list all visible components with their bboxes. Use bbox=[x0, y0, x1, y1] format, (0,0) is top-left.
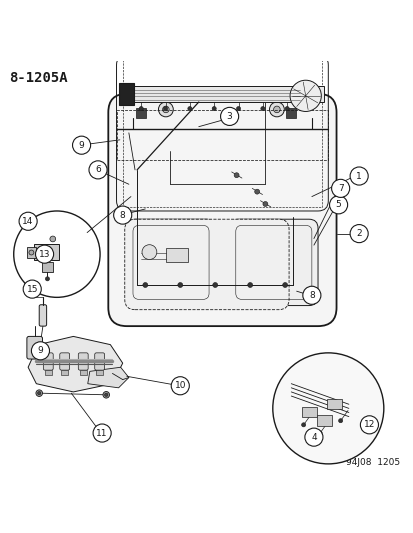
Bar bbox=[316, 415, 331, 426]
Text: 9: 9 bbox=[38, 346, 43, 356]
Circle shape bbox=[254, 189, 259, 194]
Text: 11: 11 bbox=[96, 429, 108, 438]
Circle shape bbox=[304, 428, 322, 446]
Circle shape bbox=[349, 224, 367, 243]
Circle shape bbox=[220, 107, 238, 125]
Text: 15: 15 bbox=[26, 285, 38, 294]
Circle shape bbox=[103, 392, 109, 398]
Bar bbox=[136, 108, 146, 118]
Circle shape bbox=[36, 390, 43, 397]
Circle shape bbox=[262, 201, 267, 206]
FancyBboxPatch shape bbox=[95, 353, 104, 370]
Circle shape bbox=[247, 282, 252, 287]
Bar bbox=[96, 370, 103, 375]
Polygon shape bbox=[88, 367, 128, 388]
FancyBboxPatch shape bbox=[124, 219, 288, 310]
Text: 8: 8 bbox=[308, 291, 314, 300]
Text: 10: 10 bbox=[174, 381, 185, 390]
FancyBboxPatch shape bbox=[229, 219, 317, 305]
Circle shape bbox=[171, 377, 189, 395]
Circle shape bbox=[36, 245, 54, 263]
Bar bbox=[27, 247, 36, 259]
Circle shape bbox=[31, 342, 50, 360]
Bar bbox=[286, 108, 296, 118]
Bar bbox=[326, 399, 341, 409]
Circle shape bbox=[317, 431, 321, 435]
Circle shape bbox=[139, 107, 143, 111]
Circle shape bbox=[338, 418, 342, 423]
FancyBboxPatch shape bbox=[108, 94, 336, 326]
Circle shape bbox=[72, 136, 90, 154]
Circle shape bbox=[272, 353, 383, 464]
Circle shape bbox=[45, 277, 50, 281]
Bar bbox=[80, 370, 86, 375]
Text: 94J08  1205: 94J08 1205 bbox=[345, 458, 399, 467]
Circle shape bbox=[38, 392, 41, 395]
Circle shape bbox=[212, 282, 217, 287]
Text: 4: 4 bbox=[310, 433, 316, 442]
Circle shape bbox=[285, 107, 289, 111]
Circle shape bbox=[282, 282, 287, 287]
FancyBboxPatch shape bbox=[59, 353, 69, 370]
Circle shape bbox=[269, 102, 284, 117]
Text: 12: 12 bbox=[363, 421, 374, 429]
Circle shape bbox=[177, 282, 182, 287]
Circle shape bbox=[114, 206, 131, 224]
Circle shape bbox=[142, 245, 157, 260]
Circle shape bbox=[14, 211, 100, 297]
Text: 3: 3 bbox=[226, 112, 232, 121]
Circle shape bbox=[329, 196, 347, 214]
Bar bbox=[116, 110, 328, 159]
Circle shape bbox=[273, 106, 280, 112]
Circle shape bbox=[158, 102, 173, 117]
Bar bbox=[120, 86, 323, 102]
Circle shape bbox=[163, 107, 167, 111]
Circle shape bbox=[301, 423, 305, 427]
Text: 8: 8 bbox=[119, 211, 125, 220]
Text: 5: 5 bbox=[335, 200, 341, 209]
FancyBboxPatch shape bbox=[27, 336, 43, 359]
Bar bbox=[42, 262, 53, 272]
FancyBboxPatch shape bbox=[78, 353, 88, 370]
Circle shape bbox=[331, 179, 349, 197]
Circle shape bbox=[359, 416, 377, 434]
Circle shape bbox=[290, 80, 320, 111]
Polygon shape bbox=[28, 336, 122, 392]
Bar bbox=[34, 244, 59, 260]
Circle shape bbox=[234, 173, 238, 177]
Circle shape bbox=[29, 250, 34, 255]
Text: 2: 2 bbox=[356, 229, 361, 238]
Circle shape bbox=[89, 161, 107, 179]
Bar bbox=[122, 59, 321, 207]
Text: 13: 13 bbox=[39, 249, 50, 259]
Circle shape bbox=[236, 107, 240, 111]
Bar bbox=[301, 407, 316, 417]
Circle shape bbox=[23, 280, 41, 298]
Circle shape bbox=[188, 107, 192, 111]
Text: 7: 7 bbox=[337, 184, 343, 193]
Text: 14: 14 bbox=[22, 217, 34, 226]
Bar bbox=[118, 83, 134, 106]
Text: 9: 9 bbox=[78, 141, 84, 150]
Circle shape bbox=[142, 282, 147, 287]
Circle shape bbox=[93, 424, 111, 442]
FancyBboxPatch shape bbox=[126, 219, 215, 305]
Bar bbox=[61, 370, 68, 375]
Circle shape bbox=[162, 106, 169, 112]
Bar bbox=[45, 370, 52, 375]
Circle shape bbox=[104, 393, 108, 397]
FancyBboxPatch shape bbox=[43, 353, 53, 370]
Circle shape bbox=[19, 212, 37, 230]
FancyBboxPatch shape bbox=[39, 305, 47, 326]
Circle shape bbox=[302, 286, 320, 304]
Bar bbox=[166, 248, 188, 262]
Circle shape bbox=[349, 167, 367, 185]
Text: 1: 1 bbox=[356, 172, 361, 181]
Circle shape bbox=[211, 107, 216, 111]
Text: 8-1205A: 8-1205A bbox=[9, 71, 68, 85]
Text: 6: 6 bbox=[95, 165, 101, 174]
Circle shape bbox=[260, 107, 264, 111]
Circle shape bbox=[50, 236, 55, 242]
